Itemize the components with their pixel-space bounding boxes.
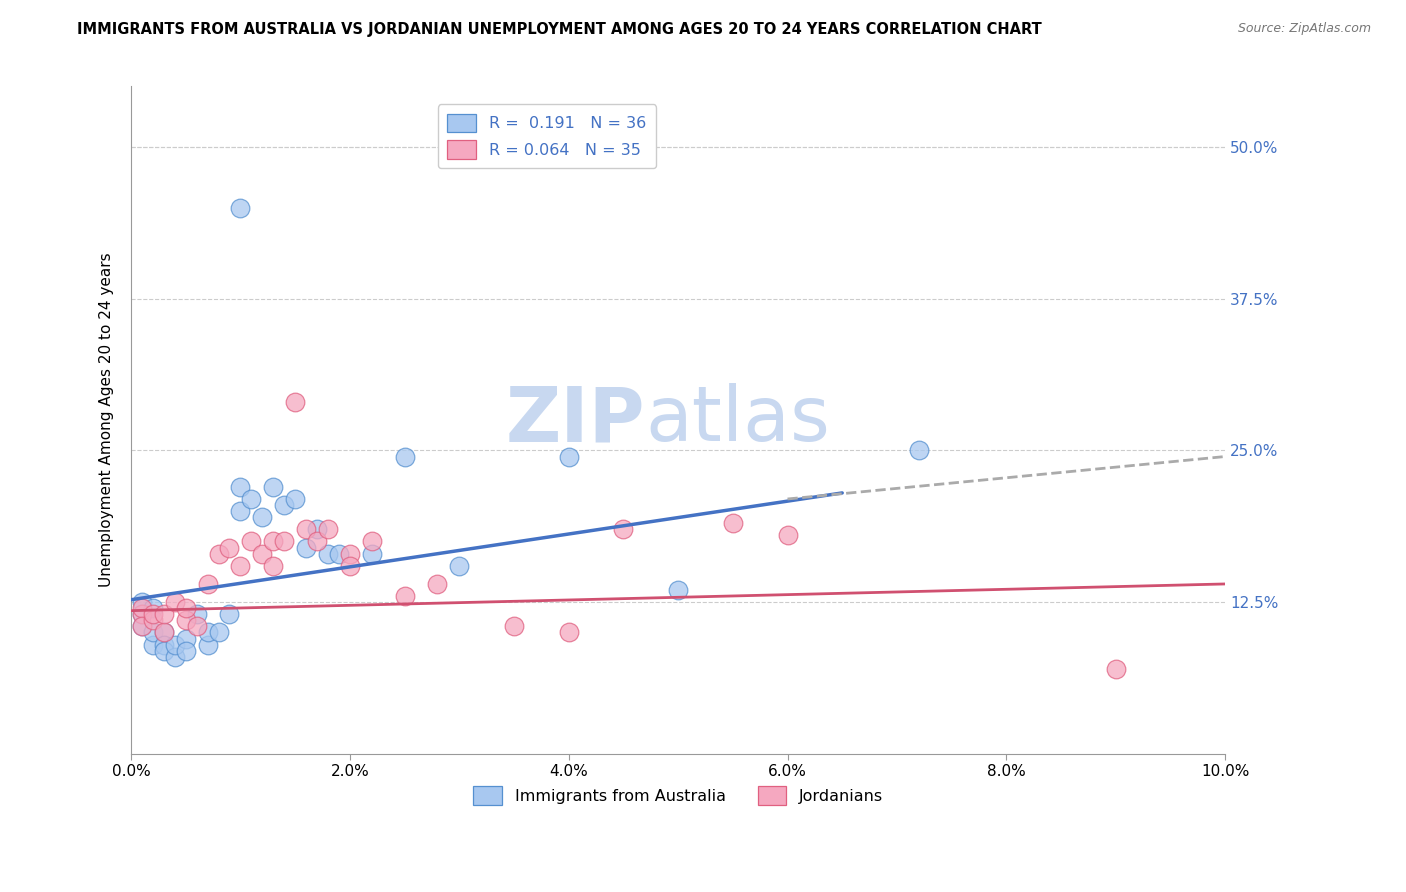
Y-axis label: Unemployment Among Ages 20 to 24 years: Unemployment Among Ages 20 to 24 years: [100, 252, 114, 588]
Point: [394, 589, 416, 603]
Point: [284, 395, 307, 409]
Point: [186, 619, 208, 633]
Text: IMMIGRANTS FROM AUSTRALIA VS JORDANIAN UNEMPLOYMENT AMONG AGES 20 TO 24 YEARS CO: IMMIGRANTS FROM AUSTRALIA VS JORDANIAN U…: [77, 22, 1042, 37]
Point: [666, 582, 689, 597]
Point: [131, 607, 153, 622]
Point: [142, 613, 165, 627]
Point: [131, 619, 153, 633]
Point: [207, 547, 229, 561]
Point: [503, 619, 526, 633]
Point: [197, 638, 219, 652]
Point: [186, 607, 208, 622]
Point: [153, 643, 176, 657]
Point: [142, 625, 165, 640]
Point: [131, 607, 153, 622]
Point: [174, 613, 197, 627]
Text: atlas: atlas: [645, 383, 830, 457]
Point: [153, 625, 176, 640]
Point: [776, 528, 799, 542]
Point: [557, 625, 579, 640]
Point: [907, 443, 929, 458]
Point: [360, 547, 382, 561]
Point: [1105, 662, 1128, 676]
Point: [153, 638, 176, 652]
Point: [197, 625, 219, 640]
Point: [163, 595, 186, 609]
Point: [284, 491, 307, 506]
Point: [262, 534, 284, 549]
Point: [163, 649, 186, 664]
Point: [197, 577, 219, 591]
Point: [207, 625, 229, 640]
Point: [426, 577, 449, 591]
Point: [305, 522, 328, 536]
Point: [131, 619, 153, 633]
Point: [262, 480, 284, 494]
Point: [163, 638, 186, 652]
Point: [273, 534, 295, 549]
Point: [218, 541, 240, 555]
Point: [229, 558, 252, 573]
Point: [229, 504, 252, 518]
Point: [721, 516, 744, 531]
Point: [240, 491, 263, 506]
Point: [262, 558, 284, 573]
Point: [131, 595, 153, 609]
Point: [612, 522, 634, 536]
Point: [305, 534, 328, 549]
Text: Source: ZipAtlas.com: Source: ZipAtlas.com: [1237, 22, 1371, 36]
Point: [218, 607, 240, 622]
Point: [557, 450, 579, 464]
Point: [174, 632, 197, 646]
Point: [316, 522, 339, 536]
Point: [142, 638, 165, 652]
Point: [316, 547, 339, 561]
Point: [252, 547, 274, 561]
Point: [142, 607, 165, 622]
Point: [295, 541, 318, 555]
Point: [174, 601, 197, 615]
Point: [174, 643, 197, 657]
Point: [339, 558, 361, 573]
Point: [153, 607, 176, 622]
Point: [394, 450, 416, 464]
Point: [252, 510, 274, 524]
Point: [295, 522, 318, 536]
Point: [273, 498, 295, 512]
Point: [131, 601, 153, 615]
Point: [240, 534, 263, 549]
Point: [142, 601, 165, 615]
Point: [153, 625, 176, 640]
Legend: Immigrants from Australia, Jordanians: Immigrants from Australia, Jordanians: [465, 778, 891, 813]
Point: [449, 558, 471, 573]
Point: [328, 547, 350, 561]
Point: [360, 534, 382, 549]
Point: [229, 201, 252, 215]
Point: [229, 480, 252, 494]
Text: ZIP: ZIP: [506, 383, 645, 457]
Point: [339, 547, 361, 561]
